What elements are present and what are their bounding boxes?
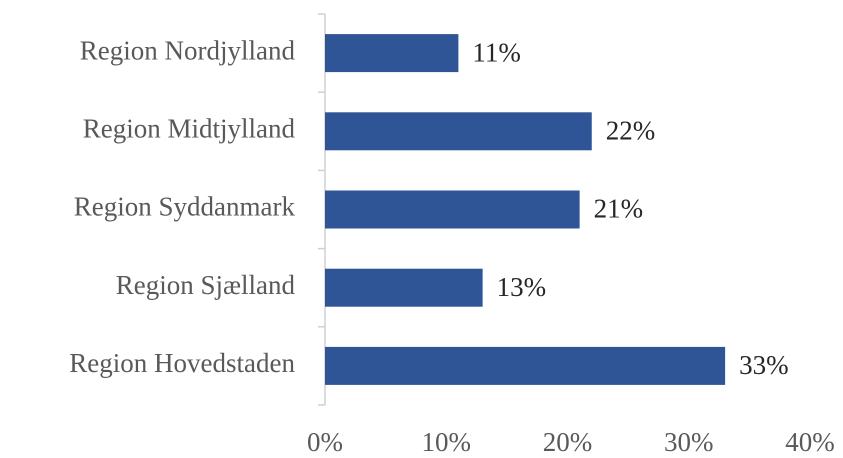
x-tick-label: 10% xyxy=(422,427,472,457)
value-label: 11% xyxy=(472,37,521,67)
y-tick-label: Region Syddanmark xyxy=(74,192,296,222)
value-label: 13% xyxy=(497,272,547,302)
y-tick-label: Region Hovedstaden xyxy=(69,348,295,378)
x-tick-label: 0% xyxy=(307,427,343,457)
x-tick-label: 30% xyxy=(664,427,714,457)
bar xyxy=(325,346,726,385)
value-label: 22% xyxy=(606,116,656,146)
bar xyxy=(325,190,580,229)
bar xyxy=(325,268,483,307)
y-tick-label: Region Sjælland xyxy=(116,270,296,300)
x-tick-label: 40% xyxy=(785,427,835,457)
x-tick-label: 20% xyxy=(543,427,593,457)
value-label: 21% xyxy=(594,194,644,224)
bar xyxy=(325,34,459,73)
y-tick-label: Region Midtjylland xyxy=(83,114,296,144)
value-label: 33% xyxy=(739,350,789,380)
y-tick-label: Region Nordjylland xyxy=(80,35,296,65)
bar xyxy=(325,112,592,151)
